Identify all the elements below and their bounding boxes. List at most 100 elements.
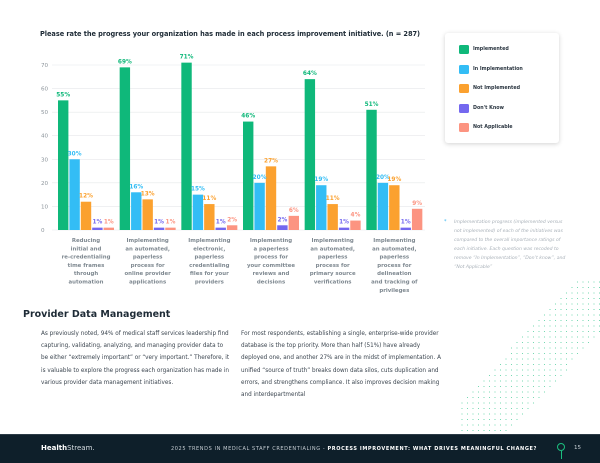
bar-not-applicable <box>165 227 176 230</box>
decorative-dot <box>571 308 573 311</box>
decorative-dot <box>538 374 540 377</box>
decorative-dot <box>494 374 496 377</box>
decorative-dot <box>466 407 469 410</box>
legend-swatch <box>459 45 469 54</box>
location-pin-stem <box>560 451 562 459</box>
decorative-dot <box>587 303 590 305</box>
decorative-dot <box>593 319 595 322</box>
decorative-dot <box>499 391 502 393</box>
decorative-dot <box>488 380 491 382</box>
decorative-dot <box>510 380 513 382</box>
decorative-dot <box>499 385 502 388</box>
bar-implemented <box>304 79 316 231</box>
data-label: 1% <box>166 220 176 226</box>
decorative-dot <box>477 396 480 399</box>
decorative-dot <box>554 325 557 327</box>
x-tick-label: providers <box>195 280 224 286</box>
x-tick-label: an automated, <box>125 246 170 252</box>
decorative-dot <box>494 424 496 426</box>
decorative-dot <box>532 336 535 338</box>
logo-bold-text: Health <box>41 444 68 452</box>
decorative-dot <box>587 330 590 333</box>
decorative-dot <box>510 391 513 393</box>
data-label: 46% <box>241 114 255 120</box>
decorative-dot <box>593 281 595 283</box>
legend-label: Implemented <box>473 47 509 52</box>
data-label: 11% <box>202 196 216 202</box>
decorative-dot <box>582 325 584 327</box>
bar-don-t-know <box>153 227 165 230</box>
decorative-dot <box>593 314 595 316</box>
decorative-dot <box>582 314 584 316</box>
x-tick-label: applications <box>129 280 166 286</box>
decorative-dot <box>543 363 546 366</box>
decorative-dot <box>510 352 513 355</box>
decorative-dot <box>516 369 518 371</box>
logo-thin-text: Stream. <box>67 444 95 452</box>
decorative-dot <box>494 407 496 410</box>
decorative-dot <box>593 325 595 327</box>
x-tick-label: an automated, <box>310 246 355 252</box>
decorative-dot <box>549 374 551 377</box>
data-label: 27% <box>264 158 278 164</box>
decorative-dot <box>532 363 535 366</box>
x-tick-label: an automated, <box>372 246 417 252</box>
decorative-dot <box>560 330 562 333</box>
section-heading: Provider Data Management <box>23 309 171 320</box>
decorative-dot <box>527 336 529 338</box>
data-label: 30% <box>68 151 82 157</box>
x-tick-label: paperless <box>318 255 348 261</box>
decorative-dot <box>477 418 480 421</box>
bar-implemented <box>181 62 192 231</box>
decorative-dot <box>582 341 584 344</box>
decorative-dot-pattern <box>461 281 600 432</box>
decorative-dot <box>554 374 557 377</box>
decorative-dot <box>516 413 518 415</box>
decorative-dot <box>472 407 474 410</box>
x-tick-label: files for your <box>190 271 229 277</box>
x-tick-label: verifications <box>314 280 352 286</box>
decorative-dot <box>538 369 540 371</box>
decorative-dot <box>571 336 573 338</box>
decorative-dot <box>582 297 584 300</box>
legend-item-not-implemented: Not Implemented <box>459 84 520 93</box>
decorative-dot <box>521 347 524 349</box>
decorative-dot <box>582 336 584 338</box>
decorative-dot <box>576 347 579 349</box>
decorative-dot <box>549 308 551 311</box>
x-tick-label: through <box>74 271 98 277</box>
decorative-dot <box>576 308 579 311</box>
x-tick-label: Implementing <box>250 238 292 244</box>
data-label: 9% <box>412 201 422 207</box>
x-tick-label: credentialing <box>189 263 229 269</box>
decorative-dot <box>554 303 557 305</box>
decorative-dot <box>538 336 540 338</box>
decorative-dot <box>516 407 518 410</box>
bar-not-implemented <box>80 201 92 230</box>
y-tick-label: 50 <box>41 110 49 116</box>
y-tick-label: 10 <box>41 204 49 210</box>
x-tick-label: paperless <box>195 255 225 261</box>
decorative-dot <box>516 363 518 366</box>
decorative-dot <box>565 341 568 344</box>
decorative-dot <box>521 358 524 360</box>
decorative-dot <box>521 363 524 366</box>
decorative-dot <box>527 363 529 366</box>
x-tick-label: primary source <box>310 271 356 277</box>
data-label: 51% <box>365 102 379 108</box>
decorative-dot <box>571 330 573 333</box>
x-tick-label: Implementing <box>373 238 415 244</box>
y-axis-ticks: 0 10 20 30 40 50 60 70 <box>41 63 49 234</box>
section-title: PROCESS IMPROVEMENT: WHAT DRIVES MEANING… <box>327 446 538 452</box>
decorative-dot <box>521 374 524 377</box>
decorative-dot <box>532 374 535 377</box>
bar-in-implementation <box>69 159 80 230</box>
decorative-dot <box>505 396 507 399</box>
decorative-dot <box>582 292 584 294</box>
decorative-dot <box>554 308 557 311</box>
decorative-dot <box>494 391 496 393</box>
decorative-dot <box>516 374 518 377</box>
decorative-dot <box>527 374 529 377</box>
x-tick-label: paperless <box>133 255 163 261</box>
decorative-dot <box>565 319 568 322</box>
